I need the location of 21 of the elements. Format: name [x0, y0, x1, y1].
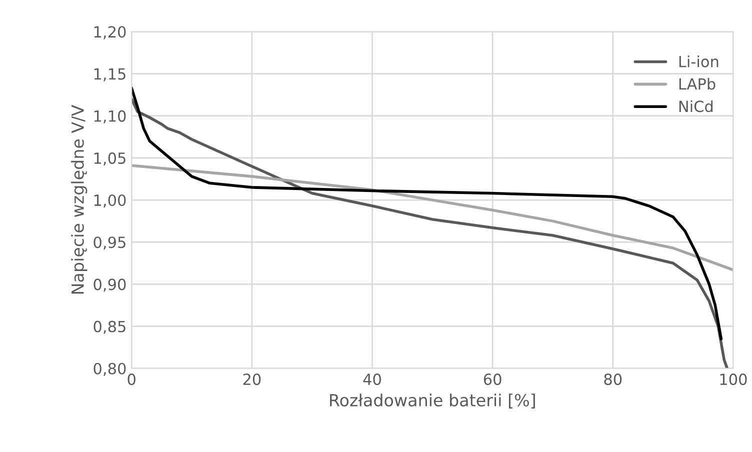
x-tick-label: 100 [720, 374, 747, 386]
x-tick-label: 80 [604, 374, 622, 386]
x-tick-label: 60 [484, 374, 502, 386]
y-tick-label: 1,00 [94, 194, 126, 208]
y-tick-label: 1,10 [94, 110, 126, 124]
x-tick-label: 20 [243, 374, 261, 386]
x-tick-label: 40 [363, 374, 381, 386]
y-tick-label: 0,85 [94, 320, 126, 334]
y-tick-label: 1,20 [94, 26, 126, 40]
y-tick-label: 0,90 [94, 278, 126, 292]
legend-label: Li-ion [679, 55, 718, 68]
legend-label: LAPb [679, 78, 716, 90]
legend-label: NiCd [679, 100, 713, 112]
y-tick-label: 1,15 [94, 68, 126, 82]
x-axis-title: Rozładowanie baterii [%] [330, 394, 535, 408]
y-tick-label: 1,05 [94, 152, 126, 166]
y-tick-label: 0,80 [94, 362, 126, 376]
x-tick-label: 0 [128, 374, 136, 386]
y-tick-label: 0,95 [94, 236, 126, 250]
y-axis-title: Napięcie względne V/V [71, 104, 88, 294]
line-series [132, 164, 734, 272]
